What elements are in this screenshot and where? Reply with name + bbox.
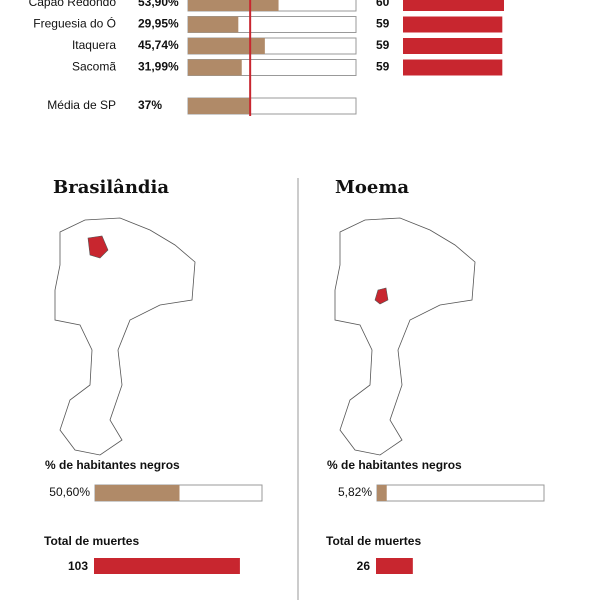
deaths-value: 103: [68, 559, 88, 573]
value-label: 59: [376, 17, 390, 31]
bar: [188, 98, 251, 114]
bar: [403, 38, 503, 54]
value-label: 53,90%: [138, 0, 179, 9]
map-brasilandia: [54, 217, 196, 456]
value-label: 60: [376, 0, 390, 9]
row-label: Capão Redondo: [29, 0, 117, 9]
value-label: 37%: [138, 98, 162, 112]
bar: [376, 558, 413, 574]
row-label: Sacomã: [72, 60, 116, 74]
bar: [188, 16, 239, 33]
value-label: 29,95%: [138, 17, 179, 31]
bar: [188, 59, 242, 76]
bar: [403, 16, 503, 33]
panel-title: Brasilândia: [53, 177, 169, 198]
row-label: Freguesia do Ó: [33, 16, 116, 31]
deaths-label: Total de muertes: [44, 534, 139, 548]
map-moema: [334, 217, 476, 456]
bar: [403, 59, 503, 76]
bar: [94, 558, 240, 574]
bar: [95, 485, 180, 501]
value-label: 59: [376, 60, 390, 74]
row-label: Média de SP: [47, 98, 116, 112]
panel-title: Moema: [335, 177, 409, 198]
pct-value: 5,82%: [338, 485, 372, 499]
bar: [377, 485, 387, 501]
value-label: 45,74%: [138, 38, 179, 52]
value-label: 31,99%: [138, 60, 179, 74]
deaths-value: 26: [357, 559, 371, 573]
bar: [403, 0, 504, 11]
row-label: Itaquera: [72, 38, 116, 52]
bar: [188, 0, 279, 11]
pct-label: % de habitantes negros: [45, 458, 180, 472]
bar-track: [376, 484, 545, 502]
deaths-label: Total de muertes: [326, 534, 421, 548]
value-label: 59: [376, 38, 390, 52]
bar: [188, 38, 265, 54]
pct-label: % de habitantes negros: [327, 458, 462, 472]
pct-value: 50,60%: [49, 485, 90, 499]
